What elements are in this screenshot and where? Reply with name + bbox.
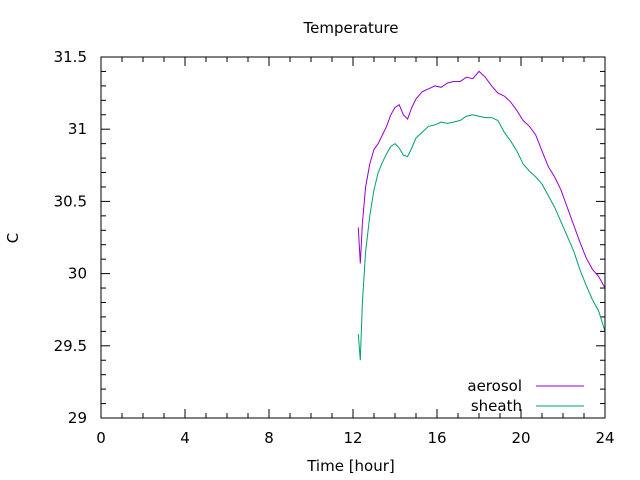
y-tick-label: 31 bbox=[68, 120, 87, 138]
y-axis-label: C bbox=[4, 233, 22, 243]
plot-frame bbox=[100, 56, 606, 419]
x-tick-label: 4 bbox=[180, 429, 190, 447]
series-line-sheath bbox=[357, 114, 606, 361]
x-tick-label: 8 bbox=[264, 429, 274, 447]
legend-label-aerosol: aerosol bbox=[467, 377, 522, 395]
y-tick-label: 30 bbox=[68, 265, 87, 283]
x-tick-label: 16 bbox=[427, 429, 446, 447]
axis-ticks: 0 4 8 12 16 20 24 29 29.5 30 30.5 31 31.5 bbox=[54, 48, 615, 447]
legend-label-sheath: sheath bbox=[471, 397, 522, 415]
chart-title: Temperature bbox=[302, 19, 398, 37]
x-axis-label: Time [hour] bbox=[306, 457, 395, 475]
series-line-aerosol bbox=[357, 70, 606, 289]
x-tick-label: 20 bbox=[511, 429, 530, 447]
plot-area bbox=[357, 70, 606, 361]
y-tick-label: 30.5 bbox=[54, 192, 87, 210]
x-tick-label: 24 bbox=[595, 429, 614, 447]
y-tick-label: 29 bbox=[68, 409, 87, 427]
legend: aerosol sheath bbox=[467, 377, 584, 415]
x-tick-label: 0 bbox=[96, 429, 106, 447]
y-tick-label: 31.5 bbox=[54, 48, 87, 66]
y-tick-label: 29.5 bbox=[54, 337, 87, 355]
x-tick-label: 12 bbox=[343, 429, 362, 447]
